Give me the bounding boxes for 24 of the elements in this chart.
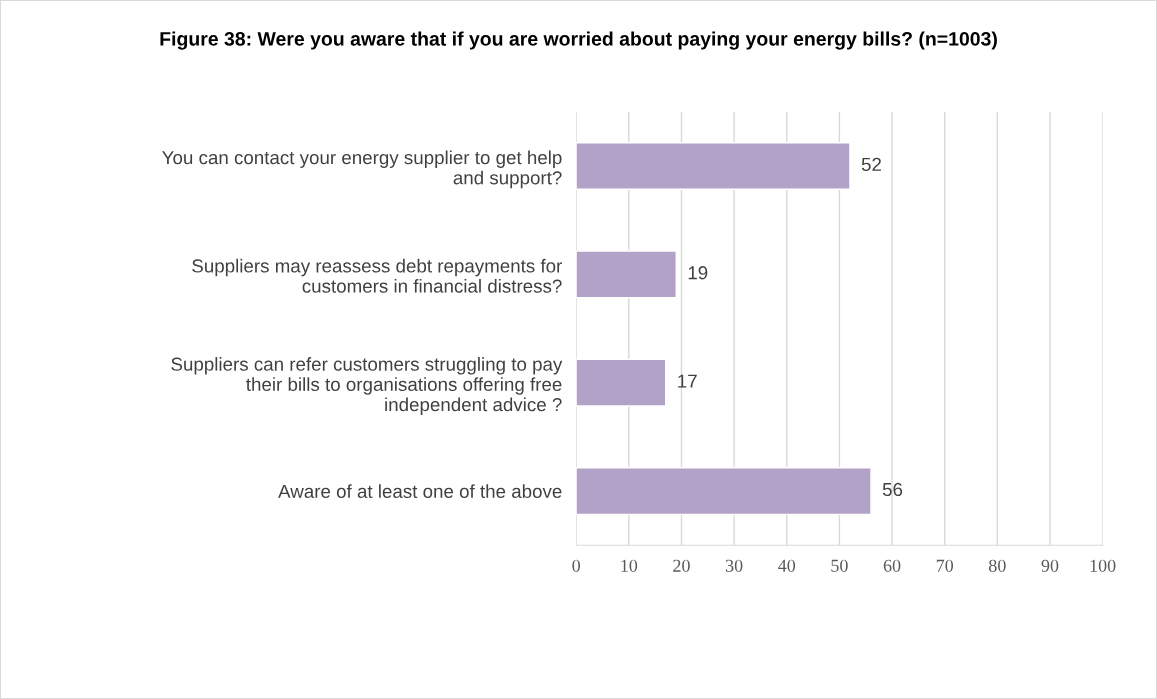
x-tick-label: 50	[831, 559, 848, 572]
chart-title: Figure 38: Were you aware that if you are worried about paying your energy bills? (n=1003)	[160, 31, 997, 50]
x-tick-label: 20	[673, 559, 690, 572]
data-label: 19	[688, 266, 708, 280]
x-tick-label: 40	[778, 559, 796, 572]
x-tick-label: 0	[572, 559, 581, 572]
bar	[576, 358, 667, 407]
x-tick-label: 80	[988, 559, 1006, 572]
x-tick-label: 100	[1090, 559, 1116, 572]
bar	[576, 250, 677, 299]
bar	[576, 142, 851, 191]
y-tick-label: Aware of at least one of the above	[278, 484, 562, 499]
y-tick-label: Suppliers can refer customers struggling to pay their bills to organisations offering free independent advice ?	[171, 357, 563, 415]
x-tick-label: 70	[936, 559, 954, 572]
bar	[576, 467, 872, 516]
y-tick-label: You can contact your energy supplier to get help and support?	[162, 150, 562, 189]
x-tick-label: 10	[621, 559, 638, 572]
data-label: 56	[882, 482, 903, 497]
x-tick-label: 90	[1041, 559, 1059, 572]
y-tick-label: Suppliers may reassess debt repayments for customers in financial distress?	[192, 258, 563, 293]
x-tick-label: 30	[725, 559, 743, 572]
x-tick-label: 60	[883, 559, 901, 572]
data-label: 17	[678, 374, 697, 388]
data-label: 52	[861, 157, 881, 172]
